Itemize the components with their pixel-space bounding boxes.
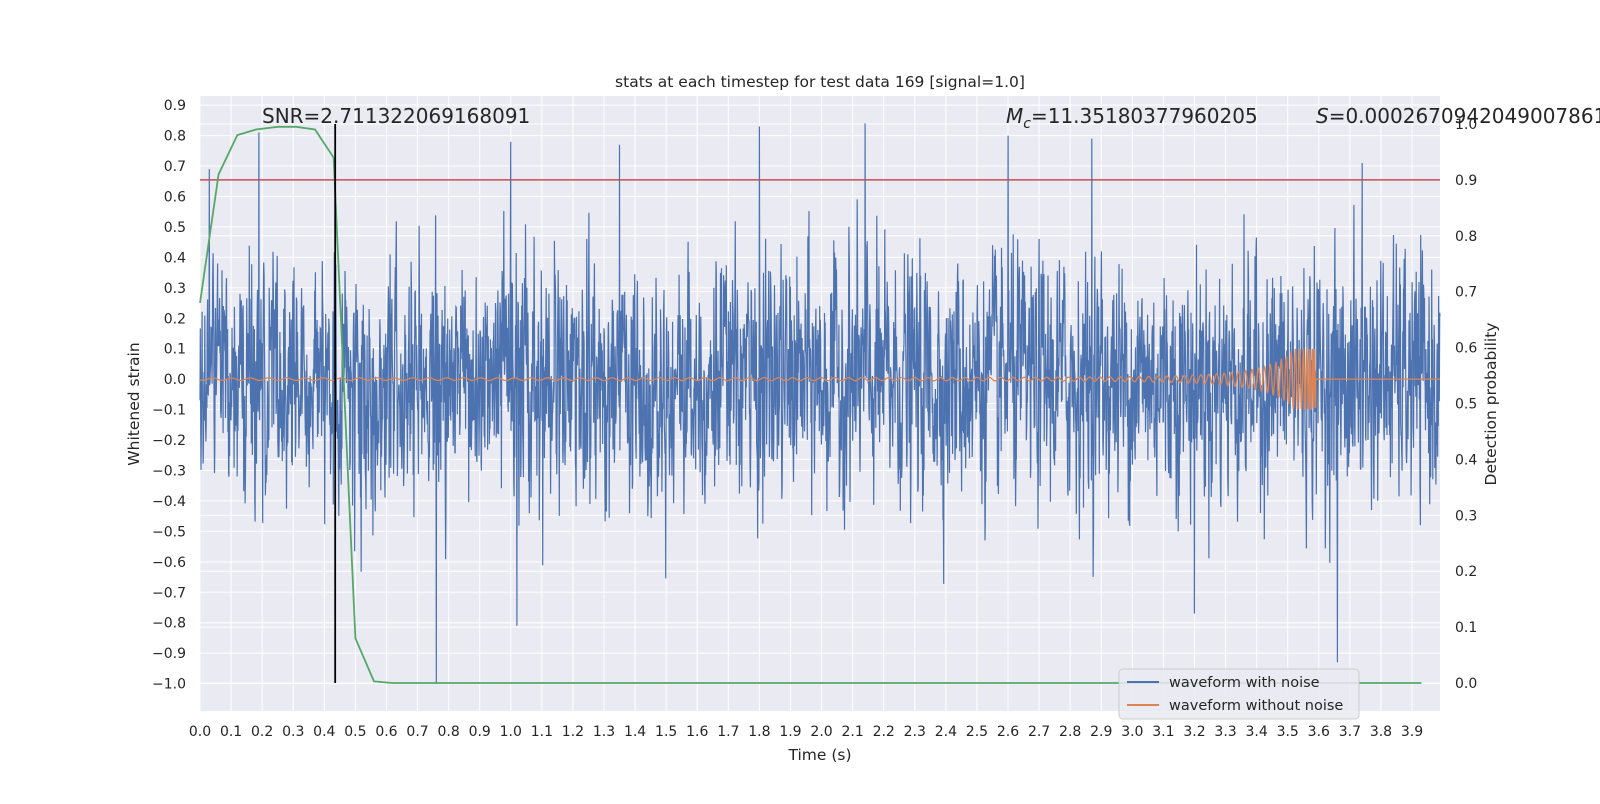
x-tick-label: 2.3	[904, 724, 926, 740]
x-tick-label: 1.3	[593, 724, 615, 740]
y2-tick-label: 0.1	[1455, 620, 1477, 636]
y-tick-label: 0.5	[164, 220, 186, 236]
chart-title: stats at each timestep for test data 169…	[615, 73, 1025, 91]
y-tick-label: 0.4	[164, 250, 186, 266]
y2-tick-label: 0.8	[1455, 229, 1477, 245]
x-tick-label: 2.5	[966, 724, 988, 740]
legend-label-noise: waveform with noise	[1169, 675, 1320, 691]
y2-tick-label: 0.4	[1455, 452, 1477, 468]
x-tick-label: 1.5	[655, 724, 677, 740]
x-tick-label: 0.6	[375, 724, 397, 740]
mc-symbol: M	[1006, 104, 1023, 128]
x-tick-label: 0.2	[251, 724, 273, 740]
mc-annotation: Mc=11.35180377960205	[1006, 104, 1258, 132]
x-tick-label: 3.3	[1214, 724, 1236, 740]
y-tick-label: −0.4	[152, 494, 186, 510]
x-tick-label: 3.5	[1277, 724, 1299, 740]
x-tick-label: 1.6	[686, 724, 708, 740]
x-tick-label: 1.7	[717, 724, 739, 740]
series-detection-probability	[199, 125, 1422, 684]
y2-tick-label: 0.0	[1455, 676, 1477, 692]
y-tick-label: −1.0	[152, 677, 186, 693]
x-tick-label: 0.8	[437, 724, 459, 740]
x-tick-label: 2.9	[1090, 724, 1112, 740]
y-tick-label: −0.3	[152, 463, 186, 479]
x-tick-label: 3.8	[1370, 724, 1392, 740]
x-tick-label: 2.1	[841, 724, 863, 740]
x-tick-label: 2.0	[810, 724, 832, 740]
x-tick-label: 1.1	[531, 724, 553, 740]
y2-tick-label: 0.9	[1455, 173, 1477, 189]
y-axis-label: Whitened strain	[125, 342, 143, 465]
x-tick-label: 3.0	[1121, 724, 1143, 740]
y2-tick-label: 0.6	[1455, 341, 1477, 357]
x-tick-label: 2.6	[997, 724, 1019, 740]
x-tick-label: 3.1	[1152, 724, 1174, 740]
y2-tick-label: 0.5	[1455, 397, 1477, 413]
y-tick-label: 0.8	[164, 129, 186, 145]
ticks-layer: 0.0 0.1 0.2 0.3 0.4 0.5 0.6 0.7 0.8 0.9 1.0 1.1 1.2 1…	[152, 98, 1477, 740]
legend-box	[1118, 668, 1360, 720]
x-tick-label: 2.7	[1028, 724, 1050, 740]
x-tick-label: 1.0	[500, 724, 522, 740]
y-tick-label: −0.9	[152, 646, 186, 662]
x-tick-label: 0.1	[220, 724, 242, 740]
y-tick-label: 0.6	[164, 189, 186, 205]
x-tick-label: 3.4	[1246, 724, 1268, 740]
y-tick-label: 0.3	[164, 281, 186, 297]
legend: waveform with noise waveform without noi…	[1118, 668, 1360, 720]
y2-tick-label: 0.7	[1455, 285, 1477, 301]
series-waveform-with-noise	[199, 123, 1441, 684]
y2-axis-label: Detection probability	[1482, 323, 1500, 486]
y-tick-label: −0.2	[152, 433, 186, 449]
x-tick-label: 2.2	[873, 724, 895, 740]
y-tick-label: 0.0	[164, 372, 186, 388]
y-tick-label: −0.6	[152, 555, 186, 571]
y2-tick-label: 1.0	[1455, 117, 1477, 133]
x-tick-label: 3.6	[1308, 724, 1330, 740]
x-tick-label: 0.5	[344, 724, 366, 740]
y-tick-label: 0.9	[164, 98, 186, 114]
y-tick-label: −0.1	[152, 403, 186, 419]
x-tick-label: 0.4	[313, 724, 335, 740]
s-symbol: S	[1316, 104, 1329, 128]
x-tick-label: 2.8	[1059, 724, 1081, 740]
x-tick-label: 3.7	[1339, 724, 1361, 740]
x-tick-label: 0.3	[282, 724, 304, 740]
mc-subscript: c	[1023, 116, 1031, 132]
y-tick-label: −0.8	[152, 616, 186, 632]
y-tick-label: 0.1	[164, 342, 186, 358]
y-tick-label: −0.7	[152, 585, 186, 601]
series-layer	[199, 123, 1441, 684]
y-tick-label: −0.5	[152, 524, 186, 540]
x-tick-label: 1.9	[779, 724, 801, 740]
s-annotation: S=0.00026709420490078613	[1316, 104, 1600, 128]
y2-tick-label: 0.2	[1455, 564, 1477, 580]
x-tick-label: 0.0	[189, 724, 211, 740]
x-tick-label: 1.8	[748, 724, 770, 740]
x-tick-label: 1.4	[624, 724, 646, 740]
x-tick-label: 1.2	[562, 724, 584, 740]
series-waveform-without-noise	[199, 348, 1440, 411]
x-tick-label: 2.4	[935, 724, 957, 740]
y2-tick-label: 0.3	[1455, 508, 1477, 524]
mc-value: =11.35180377960205	[1031, 104, 1258, 128]
legend-label-clean: waveform without noise	[1169, 698, 1343, 714]
x-tick-label: 0.9	[469, 724, 491, 740]
y-tick-label: 0.2	[164, 311, 186, 327]
x-tick-label: 3.2	[1183, 724, 1205, 740]
snr-annotation: SNR=2.711322069168091	[262, 104, 530, 128]
y-tick-label: 0.7	[164, 159, 186, 175]
x-axis-label: Time (s)	[787, 746, 851, 764]
x-tick-label: 3.9	[1401, 724, 1423, 740]
s-value: =0.00026709420490078613	[1329, 104, 1600, 128]
x-tick-label: 0.7	[406, 724, 428, 740]
